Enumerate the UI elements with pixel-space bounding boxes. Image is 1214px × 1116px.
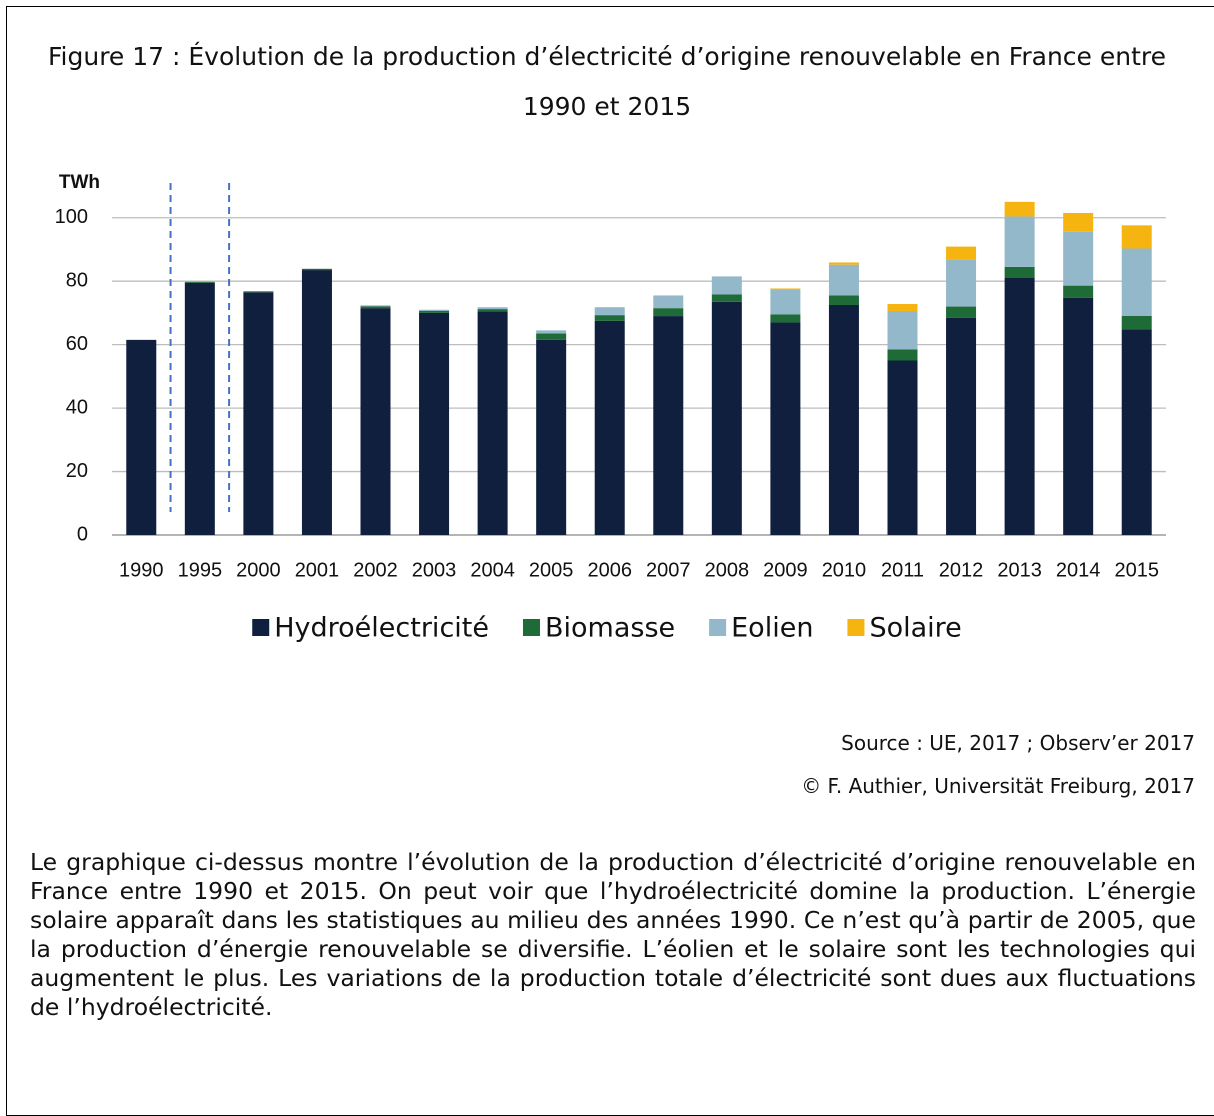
x-tick-label: 2010 [822,559,867,581]
legend-swatch [847,619,865,636]
bar-segment [1063,231,1094,286]
bar-segment [1121,315,1152,330]
bar-segment [419,312,450,535]
x-tick-label: 2000 [236,559,281,581]
legend-swatch [252,619,270,636]
bar-segment [1004,278,1035,535]
legend-label: Solaire [869,613,961,644]
bar-segment [360,306,391,309]
bar-segment [360,308,391,535]
legend-swatch [709,619,727,636]
bar-segment [887,349,918,361]
bar-segment [536,333,567,340]
bar-segment [301,270,332,535]
bar-segment [360,305,391,307]
bar-segment [887,304,918,312]
x-tick-label: 2013 [997,559,1042,581]
bar-segment [477,311,508,535]
bar-segment [946,306,977,318]
bar-segment [594,307,625,316]
bar-segment [1004,201,1035,217]
x-tick-label: 2014 [1056,559,1101,581]
y-tick-label: 0 [77,523,88,545]
bar-segment [1121,329,1152,535]
bar-segment [770,288,801,290]
bar-segment [653,316,684,535]
legend-label: Biomasse [545,613,675,644]
bar-segment [711,276,742,295]
bar-segment [301,268,332,271]
bar-segment [711,301,742,535]
x-tick-label: 2002 [353,559,398,581]
x-tick-label: 2001 [295,559,340,581]
bar-segment [887,311,918,350]
legend-swatch [522,619,540,636]
bar-segment [536,330,567,334]
bar-segment [653,308,684,317]
bar-segment [1121,248,1152,316]
bar-segment [828,264,859,296]
bar-segment [1063,285,1094,298]
bar-segment [828,262,859,265]
bar-segment [184,282,215,535]
bar-segment [536,339,567,535]
x-tick-label: 2015 [1114,559,1159,581]
bar-segment [477,307,508,310]
x-tick-label: 2008 [705,559,750,581]
bar-segment [828,304,859,535]
bar-segment [770,322,801,535]
bar-segment [653,295,684,309]
x-tick-label: 2011 [881,559,924,581]
bar-segment [184,281,215,283]
y-tick-label: 60 [66,333,88,355]
bar-segment [1063,297,1094,535]
legend-label: Hydroélectricité [274,613,489,644]
bar-segment [243,292,274,535]
legend-label: Eolien [731,613,813,644]
bar-segment [419,309,450,312]
bar-segment [1004,216,1035,267]
bar-segment [594,320,625,535]
bar-segment [946,259,977,307]
bar-segment [711,294,742,302]
x-tick-label: 2007 [646,559,691,581]
source: Source : UE, 2017 ; Observ’er 2017 [841,731,1195,755]
x-tick-label: 2003 [412,559,457,581]
bar-segment [594,315,625,321]
x-tick-label: 2006 [587,559,632,581]
bar-segment [1063,212,1094,232]
y-tick-label: 40 [66,396,88,418]
bar-segment [419,311,450,313]
bar-segment [770,314,801,323]
x-tick-label: 2004 [470,559,515,581]
x-tick-label: 2009 [763,559,808,581]
bar-segment [1004,266,1035,279]
bar-segment [770,289,801,315]
y-tick-label: 20 [66,460,88,482]
bar-segment [243,291,274,293]
bar-segment [887,360,918,535]
chart: TWh 0 20 40 60 80 100 1990 1995 2000 2001 2002 2003… [55,172,1166,644]
bar-segment [126,339,157,535]
x-tick-label: 2005 [529,559,574,581]
y-tick-label: 100 [55,206,88,228]
bar-segment [946,246,977,260]
bar-segment [828,295,859,305]
bar-segment [477,309,508,312]
chart-title: Figure 17 : Évolution de la production d… [47,42,1167,121]
bar-segment [1121,225,1152,249]
x-tick-label: 1995 [178,559,223,581]
bar-segment [946,317,977,535]
x-tick-label: 1990 [119,559,164,581]
credit: © F. Authier, Universität Freiburg, 2017 [801,774,1195,798]
y-tick-label: 80 [66,269,88,291]
x-tick-label: 2012 [939,559,984,581]
y-axis-label: TWh [59,172,100,193]
paragraph: Le graphique ci-dessus montre l’évolutio… [30,848,1196,1021]
